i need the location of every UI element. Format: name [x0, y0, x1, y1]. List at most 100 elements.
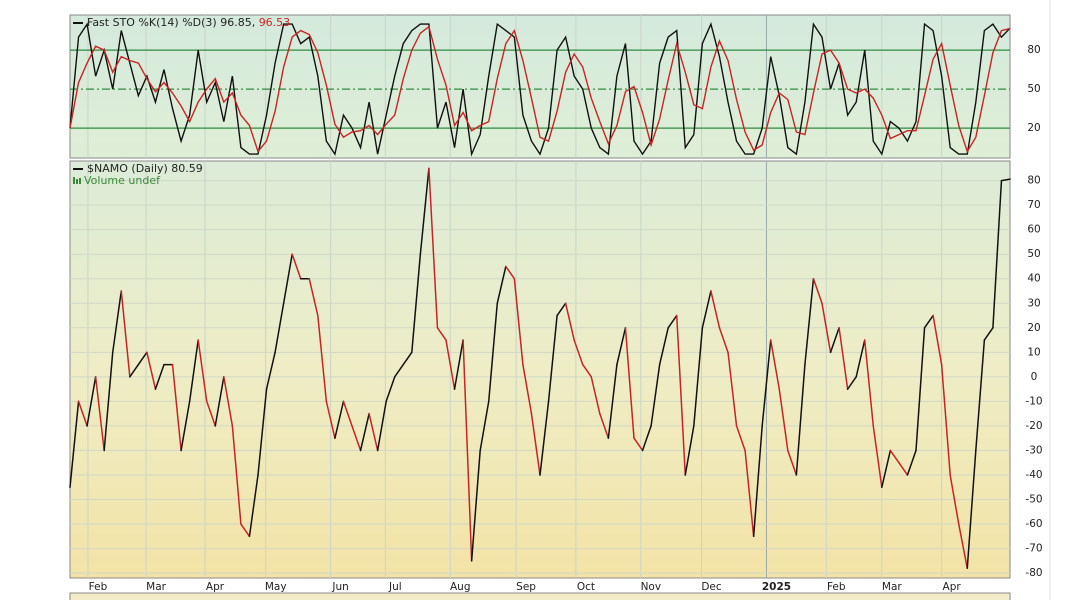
series-segment: [932, 314, 943, 366]
series-segment: [94, 376, 105, 452]
y-tick-label: -40: [1025, 469, 1042, 481]
y-tick-label: 80: [1027, 44, 1040, 56]
y-tick-label: 50: [1027, 83, 1040, 95]
namo-panel: [69, 160, 1011, 579]
series-segment: [675, 314, 687, 476]
series-segment: [69, 400, 80, 488]
series-segment: [317, 314, 328, 403]
series-segment: [146, 351, 157, 390]
series-segment: [342, 400, 353, 427]
series-segment: [855, 339, 866, 378]
next-panel: [69, 592, 1011, 600]
series-segment: [992, 179, 1003, 329]
vol-icon: [79, 178, 81, 184]
vol-icon: [76, 179, 78, 184]
series-segment: [667, 314, 678, 329]
x-tick-label: Mar: [882, 581, 902, 593]
series-line: [69, 25, 1011, 154]
series-segment: [137, 351, 148, 366]
series-segment: [641, 425, 652, 452]
series-segment: [428, 167, 439, 329]
series-segment: [120, 290, 131, 378]
namo-title: $NAMO (Daily) 80.59: [87, 162, 203, 175]
series-segment: [402, 351, 413, 366]
series-segment: [838, 327, 849, 390]
series-segment: [154, 363, 165, 390]
series-segment: [180, 400, 191, 452]
series-segment: [752, 425, 763, 538]
y-tick-label: -60: [1025, 518, 1042, 530]
series-segment: [684, 425, 695, 476]
series-segment: [487, 302, 499, 403]
series-segment: [462, 339, 473, 562]
series-segment: [547, 314, 558, 403]
series-segment: [453, 339, 464, 390]
series-segment: [205, 400, 217, 427]
y-tick-label: 50: [1027, 248, 1040, 260]
series-segment: [727, 351, 738, 427]
series-segment: [214, 376, 225, 427]
series-segment: [385, 376, 396, 403]
x-tick-label: Dec: [701, 581, 722, 593]
y-tick-label: 20: [1027, 322, 1040, 334]
plot: Feb Mar Apr May Jun Jul Aug Sep Oct Nov Dec 2025 Feb…: [69, 15, 1043, 593]
series-segment: [804, 277, 815, 366]
sto-title: Fast STO %K(14) %D(3) 96.85, 96.53: [87, 16, 290, 29]
series-segment: [248, 474, 259, 538]
y-tick-label: 20: [1027, 122, 1040, 134]
series-segment: [607, 363, 618, 439]
series-segment: [795, 363, 806, 476]
series-segment: [975, 339, 986, 452]
series-segment: [86, 376, 97, 427]
series-segment: [624, 327, 635, 439]
series-segment: [171, 363, 182, 452]
series-segment: [556, 302, 567, 317]
series-segment: [769, 339, 781, 390]
y-tick-label: -10: [1025, 395, 1042, 407]
y-tick-label: 70: [1027, 199, 1040, 211]
series-segment: [923, 314, 934, 329]
series-segment: [419, 167, 430, 255]
series-segment: [223, 376, 234, 427]
series-segment: [436, 327, 447, 341]
series-segment: [735, 425, 746, 452]
y-tick-label: -70: [1025, 543, 1042, 555]
series-segment: [111, 290, 123, 354]
x-tick-label: Feb: [89, 581, 108, 593]
series-segment: [581, 363, 593, 378]
series-segment: [889, 449, 900, 464]
series-segment: [393, 363, 405, 378]
series-segment: [470, 449, 481, 562]
y-tick-label: 80: [1027, 175, 1040, 187]
series-segment: [197, 339, 208, 403]
x-tick-label: Feb: [827, 581, 846, 593]
y-tick-label: -20: [1025, 420, 1042, 432]
series-segment: [829, 327, 840, 354]
series-segment: [957, 523, 969, 569]
series-segment: [308, 277, 319, 317]
series-segment: [257, 388, 268, 476]
series-segment: [949, 474, 960, 525]
series-segment: [77, 400, 88, 427]
series-segment: [359, 412, 370, 452]
series-segment: [325, 400, 336, 439]
series-segment: [231, 425, 242, 525]
series-segment: [1000, 178, 1011, 182]
x-tick-label: Jun: [331, 581, 348, 593]
series-segment: [616, 327, 627, 366]
x-tick-label: Apr: [943, 581, 962, 593]
series-segment: [633, 437, 644, 452]
series-segment: [650, 363, 661, 427]
series-segment: [240, 523, 251, 538]
series-segment: [334, 400, 345, 439]
series-segment: [693, 327, 704, 427]
x-tick-label: Oct: [577, 581, 595, 593]
series-segment: [718, 327, 729, 354]
series-segment: [445, 339, 456, 390]
series-segment: [530, 412, 541, 476]
series-segment: [411, 253, 422, 354]
series-segment: [265, 351, 276, 390]
series-segment: [513, 277, 524, 366]
series-segment: [710, 290, 721, 329]
y-tick-label: 30: [1027, 297, 1040, 309]
